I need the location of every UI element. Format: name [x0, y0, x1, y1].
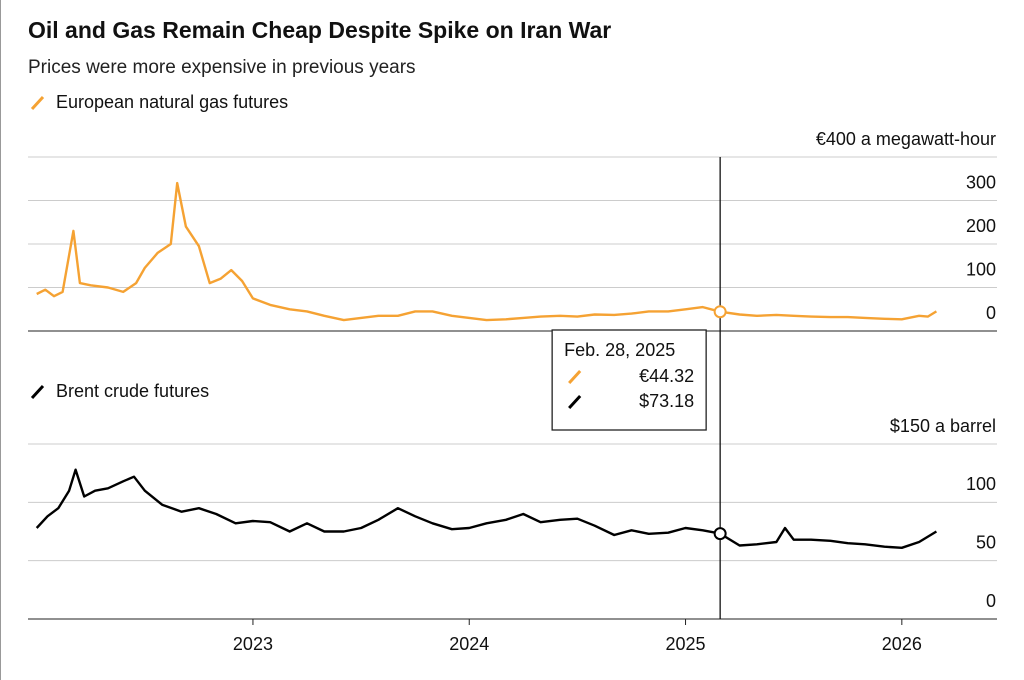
legend-swatch: [30, 384, 45, 400]
y-tick-label: 200: [966, 216, 996, 236]
tooltip-box: [551, 329, 707, 431]
y-tick-label: $150 a barrel: [890, 416, 996, 436]
tooltip-swatch: [568, 394, 582, 410]
hover-point: [713, 305, 727, 319]
y-tick-label: 50: [976, 532, 996, 552]
series-line: [36, 181, 938, 322]
tooltip-value: $73.18: [639, 391, 694, 411]
y-tick-label: €400 a megawatt-hour: [816, 129, 996, 149]
x-tick-label: 2024: [449, 634, 489, 654]
y-tick-label: 100: [966, 259, 996, 279]
legend-swatch: [30, 95, 45, 111]
hover-point: [713, 527, 727, 541]
y-tick-label: 0: [986, 303, 996, 323]
legend-label: European natural gas futures: [56, 92, 288, 112]
x-tick-label: 2023: [233, 634, 273, 654]
x-tick-label: 2025: [666, 634, 706, 654]
chart-title: Oil and Gas Remain Cheap Despite Spike o…: [28, 17, 611, 43]
tooltip-swatch: [568, 369, 582, 385]
tooltip-value: €44.32: [639, 366, 694, 386]
y-tick-label: 300: [966, 172, 996, 192]
legend-label: Brent crude futures: [56, 381, 209, 401]
y-tick-label: 0: [986, 591, 996, 611]
y-tick-label: 100: [966, 474, 996, 494]
chart-subtitle: Prices were more expensive in previous y…: [28, 57, 416, 78]
tooltip-date: Feb. 28, 2025: [564, 340, 675, 360]
x-tick-label: 2026: [882, 634, 922, 654]
series-line: [35, 468, 938, 549]
